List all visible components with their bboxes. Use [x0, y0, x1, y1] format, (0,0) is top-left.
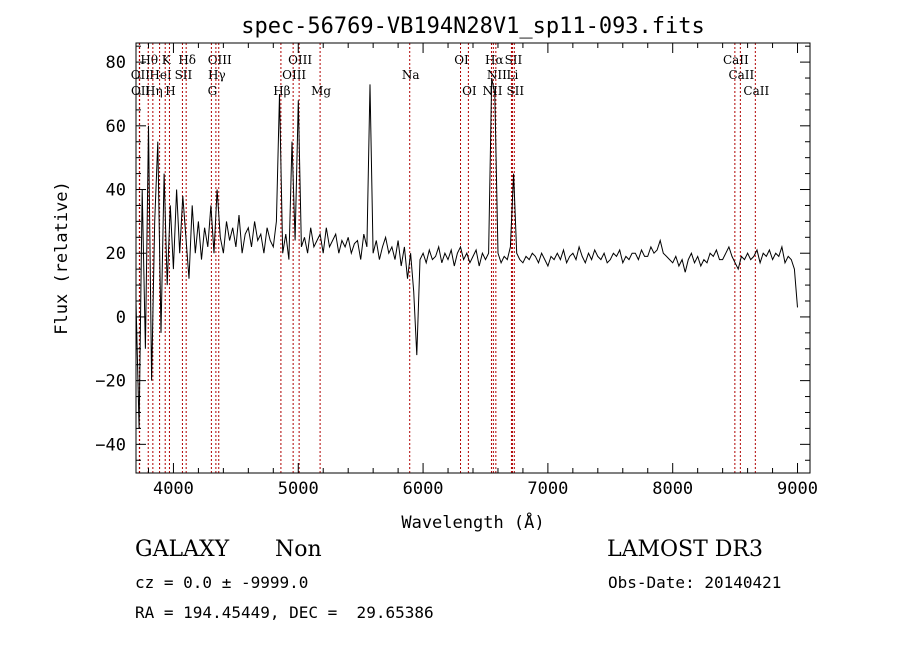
emission-line-label: HeI — [149, 68, 172, 82]
y-tick-label: −20 — [95, 372, 126, 392]
emission-line-label: Hα — [485, 53, 504, 67]
emission-line-label: H — [165, 84, 175, 98]
emission-line-label: OIII — [208, 53, 232, 67]
emission-line-label: SII — [505, 53, 523, 67]
plot-frame — [135, 42, 811, 474]
emission-line-label: Hη — [145, 84, 163, 98]
redshift-text: cz = 0.0 ± -9999.0 — [135, 573, 309, 592]
object-class: GALAXY — [135, 537, 230, 562]
y-axis-label: Flux (relative) — [52, 181, 72, 335]
emission-line-label: Hδ — [178, 53, 196, 67]
emission-line-label: CaII — [728, 68, 754, 82]
emission-line-label: CaII — [723, 53, 749, 67]
emission-line-label: OII — [131, 68, 151, 82]
obs-date-text: Obs-Date: 20140421 — [608, 573, 782, 592]
object-subclass: Non — [275, 537, 322, 562]
y-tick-label: 40 — [106, 181, 126, 201]
emission-line-label: OI — [454, 53, 469, 67]
emission-line-label: OIII — [288, 53, 312, 67]
emission-line-label: Li — [507, 68, 519, 82]
emission-line-label: OIII — [282, 68, 306, 82]
x-axis-label: Wavelength (Å) — [401, 511, 544, 533]
y-tick-label: 60 — [106, 117, 126, 137]
spectrum-line — [135, 77, 798, 429]
emission-line-label: G — [208, 84, 218, 98]
emission-line-label: Hγ — [208, 68, 226, 82]
x-tick-label: 7000 — [527, 479, 568, 499]
x-tick-label: 6000 — [403, 479, 444, 499]
emission-line-label: Mg — [311, 84, 331, 98]
coordinates-text: RA = 194.45449, DEC = 29.65386 — [135, 603, 434, 622]
y-tick-label: −40 — [95, 435, 126, 455]
emission-line-label: Hθ — [140, 53, 158, 67]
survey-label: LAMOST DR3 — [607, 537, 763, 562]
y-tick-label: 20 — [106, 244, 126, 264]
emission-line-label: NII — [482, 84, 502, 98]
emission-line-label: K — [162, 53, 172, 67]
x-tick-label: 8000 — [652, 479, 693, 499]
emission-line-label: Hβ — [273, 84, 290, 98]
y-tick-label: 80 — [106, 53, 126, 73]
emission-line-label: NII — [487, 68, 507, 82]
x-tick-label: 5000 — [278, 479, 319, 499]
emission-line-label: SII — [175, 68, 193, 82]
x-tick-label: 9000 — [777, 479, 818, 499]
emission-line-label: SII — [506, 84, 524, 98]
y-tick-label: 0 — [116, 308, 126, 328]
x-tick-label: 4000 — [153, 479, 194, 499]
emission-line-label: CaII — [743, 84, 769, 98]
chart-title: spec-56769-VB194N28V1_sp11-093.fits — [241, 14, 705, 39]
emission-line-label: Na — [402, 68, 420, 82]
emission-line-label: OI — [462, 84, 477, 98]
